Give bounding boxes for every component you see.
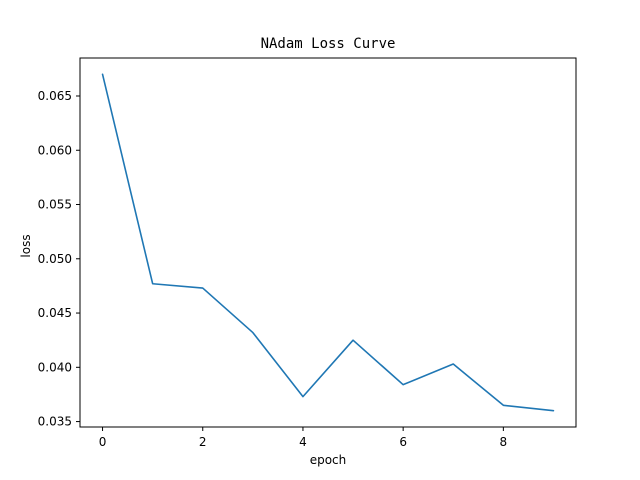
y-tick-label: 0.050 <box>38 252 72 266</box>
x-tick-label: 8 <box>500 435 508 449</box>
y-tick-label: 0.035 <box>38 415 72 429</box>
x-tick-label: 2 <box>199 435 207 449</box>
x-axis-label: epoch <box>310 453 347 467</box>
y-tick-label: 0.060 <box>38 143 72 157</box>
chart-title: NAdam Loss Curve <box>261 36 396 52</box>
y-tick-label: 0.065 <box>38 89 72 103</box>
y-tick-label: 0.055 <box>38 198 72 212</box>
y-tick-label: 0.045 <box>38 306 72 320</box>
series-line <box>101 73 555 412</box>
plot-frame <box>79 57 577 428</box>
x-tick-label: 0 <box>99 435 107 449</box>
x-tick-label: 6 <box>399 435 407 449</box>
y-axis-label: loss <box>19 234 33 257</box>
y-tick-label: 0.040 <box>38 360 72 374</box>
x-tick-label: 4 <box>299 435 307 449</box>
plot-area: 0 2 4 6 8 0.035 0.040 0.045 0.050 0.055 0.060 0.065 <box>38 57 577 449</box>
